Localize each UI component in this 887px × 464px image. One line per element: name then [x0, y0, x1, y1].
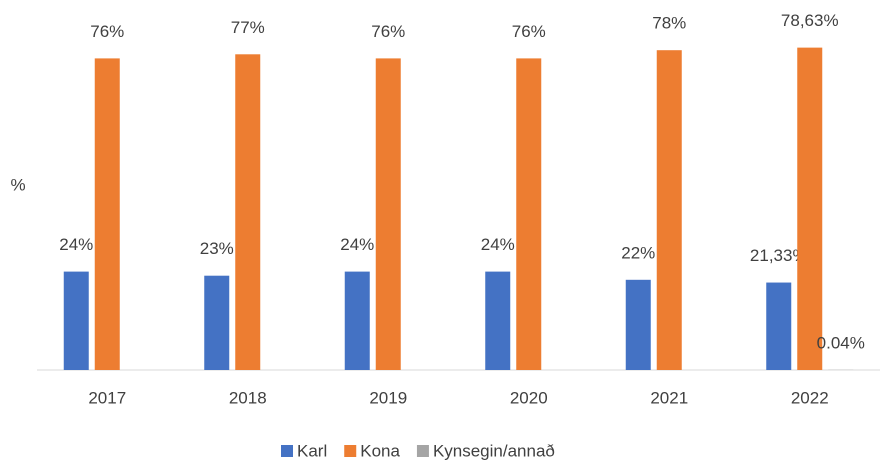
legend-label: Karl: [297, 441, 327, 460]
data-label: 78,63%: [781, 11, 839, 30]
legend-swatch: [416, 445, 429, 457]
data-label: 23%: [200, 239, 234, 258]
bar: [63, 271, 89, 370]
data-label: 76%: [90, 22, 124, 41]
legend-label: Kona: [360, 441, 400, 460]
bar: [625, 279, 651, 370]
data-label: 76%: [371, 22, 405, 41]
bar: [94, 58, 120, 371]
bar: [797, 47, 823, 370]
bar: [766, 282, 792, 370]
x-tick-label: 2022: [791, 388, 829, 407]
x-tick-label: 2017: [88, 388, 126, 407]
bar: [656, 50, 682, 370]
bar: [516, 58, 542, 371]
bar: [235, 54, 261, 371]
bar: [375, 58, 401, 371]
data-label: 24%: [340, 235, 374, 254]
data-label: 24%: [59, 235, 93, 254]
data-label: 78%: [652, 14, 686, 33]
data-label: 24%: [481, 235, 515, 254]
x-tick-label: 2021: [650, 388, 688, 407]
bar: [485, 271, 511, 370]
data-label: 22%: [621, 243, 655, 262]
bar: [204, 275, 230, 370]
data-label: 76%: [512, 22, 546, 41]
y-axis-label: %: [10, 175, 25, 194]
data-label: 77%: [231, 18, 265, 37]
x-tick-label: 2018: [229, 388, 267, 407]
x-tick-label: 2019: [369, 388, 407, 407]
data-label: 21,33%: [750, 246, 808, 265]
legend-label: Kynsegin/annað: [433, 441, 555, 460]
bar: [344, 271, 370, 370]
x-tick-label: 2020: [510, 388, 548, 407]
legend-swatch: [344, 445, 357, 457]
legend-swatch: [281, 445, 293, 457]
data-label: 0.04%: [817, 333, 865, 352]
